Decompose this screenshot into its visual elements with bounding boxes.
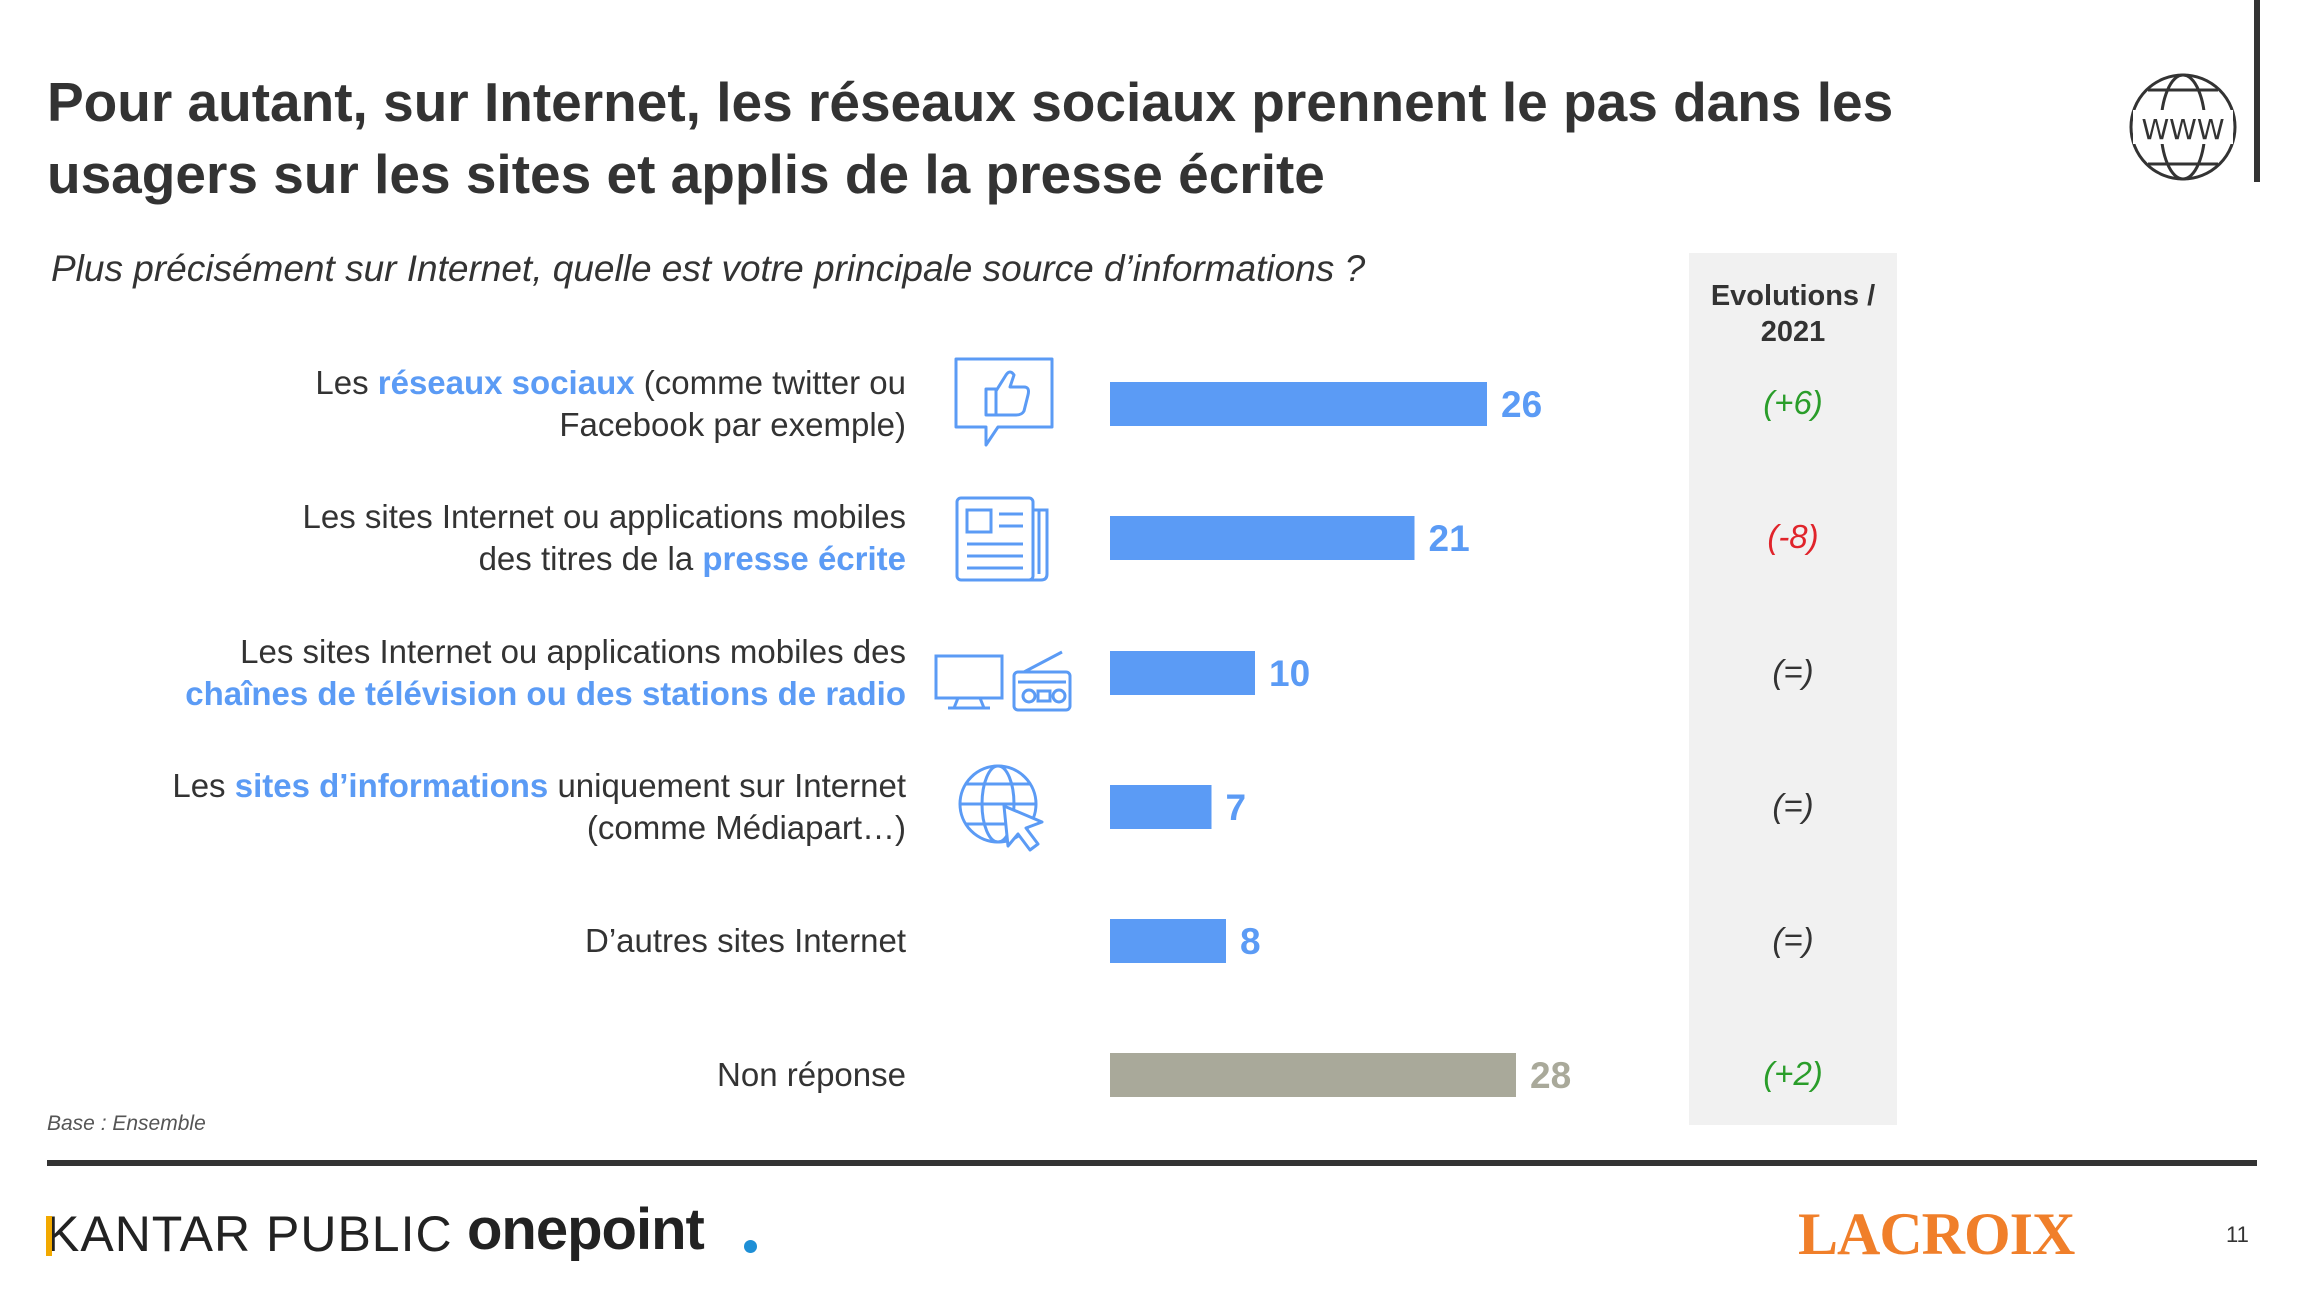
- evolution-value: (+6): [1763, 384, 1823, 421]
- evolutions-header: Evolutions / 2021: [1710, 280, 1876, 348]
- category-label: Les réseaux sociaux (comme twitter ou Fac…: [315, 364, 906, 443]
- bar: [1110, 1053, 1516, 1097]
- bar-value-label: 26: [1501, 384, 1542, 425]
- page-title: Pour autant, sur Internet, les réseaux s…: [47, 71, 1894, 205]
- bar-value-label: 21: [1429, 518, 1470, 559]
- bar: [1110, 919, 1226, 963]
- kantar-public-logo: KANTAR PUBLIC: [46, 1206, 453, 1262]
- bar-value-label: 7: [1226, 787, 1247, 828]
- question-subtitle: Plus précisément sur Internet, quelle es…: [51, 248, 1366, 289]
- category-label: Les sites d’informations uniquement sur …: [172, 767, 906, 846]
- bar-value-label: 10: [1269, 653, 1310, 694]
- bar: [1110, 516, 1415, 560]
- bar: [1110, 651, 1255, 695]
- category-label: Non réponse: [717, 1056, 906, 1093]
- footer-rule: [47, 1160, 2257, 1166]
- tv-radio-icon: [934, 650, 1072, 712]
- www-globe-icon: WWW: [2129, 73, 2237, 181]
- bar: [1110, 785, 1212, 829]
- top-right-rule: [2254, 0, 2260, 182]
- bar-value-label: 8: [1240, 921, 1261, 962]
- page-number: 11: [2226, 1222, 2249, 1247]
- evolution-value: (=): [1772, 921, 1814, 958]
- globe-cursor-icon: [958, 764, 1044, 852]
- bar-value-label: 28: [1530, 1055, 1571, 1096]
- onepoint-logo: onepoint: [467, 1197, 705, 1262]
- evolution-value: (=): [1772, 653, 1814, 690]
- evolution-value: (=): [1772, 787, 1814, 824]
- thumbs-up-icon: [954, 357, 1054, 447]
- www-icon-text: WWW: [2141, 113, 2224, 146]
- category-label: Les sites Internet ou applications mobil…: [302, 498, 906, 577]
- newspaper-icon: [955, 496, 1049, 582]
- bar: [1110, 382, 1487, 426]
- category-label: D’autres sites Internet: [585, 922, 906, 959]
- onepoint-logo-dot: [744, 1240, 757, 1253]
- kantar-logo-accent: [46, 1216, 52, 1256]
- evolution-value: (-8): [1767, 518, 1819, 555]
- category-label: Les sites Internet ou applications mobil…: [185, 633, 906, 712]
- base-note: Base : Ensemble: [47, 1112, 206, 1135]
- la-croix-logo: LACROIX: [1798, 1201, 2075, 1267]
- evolutions-panel: [1689, 253, 1897, 1125]
- evolution-value: (+2): [1763, 1055, 1823, 1092]
